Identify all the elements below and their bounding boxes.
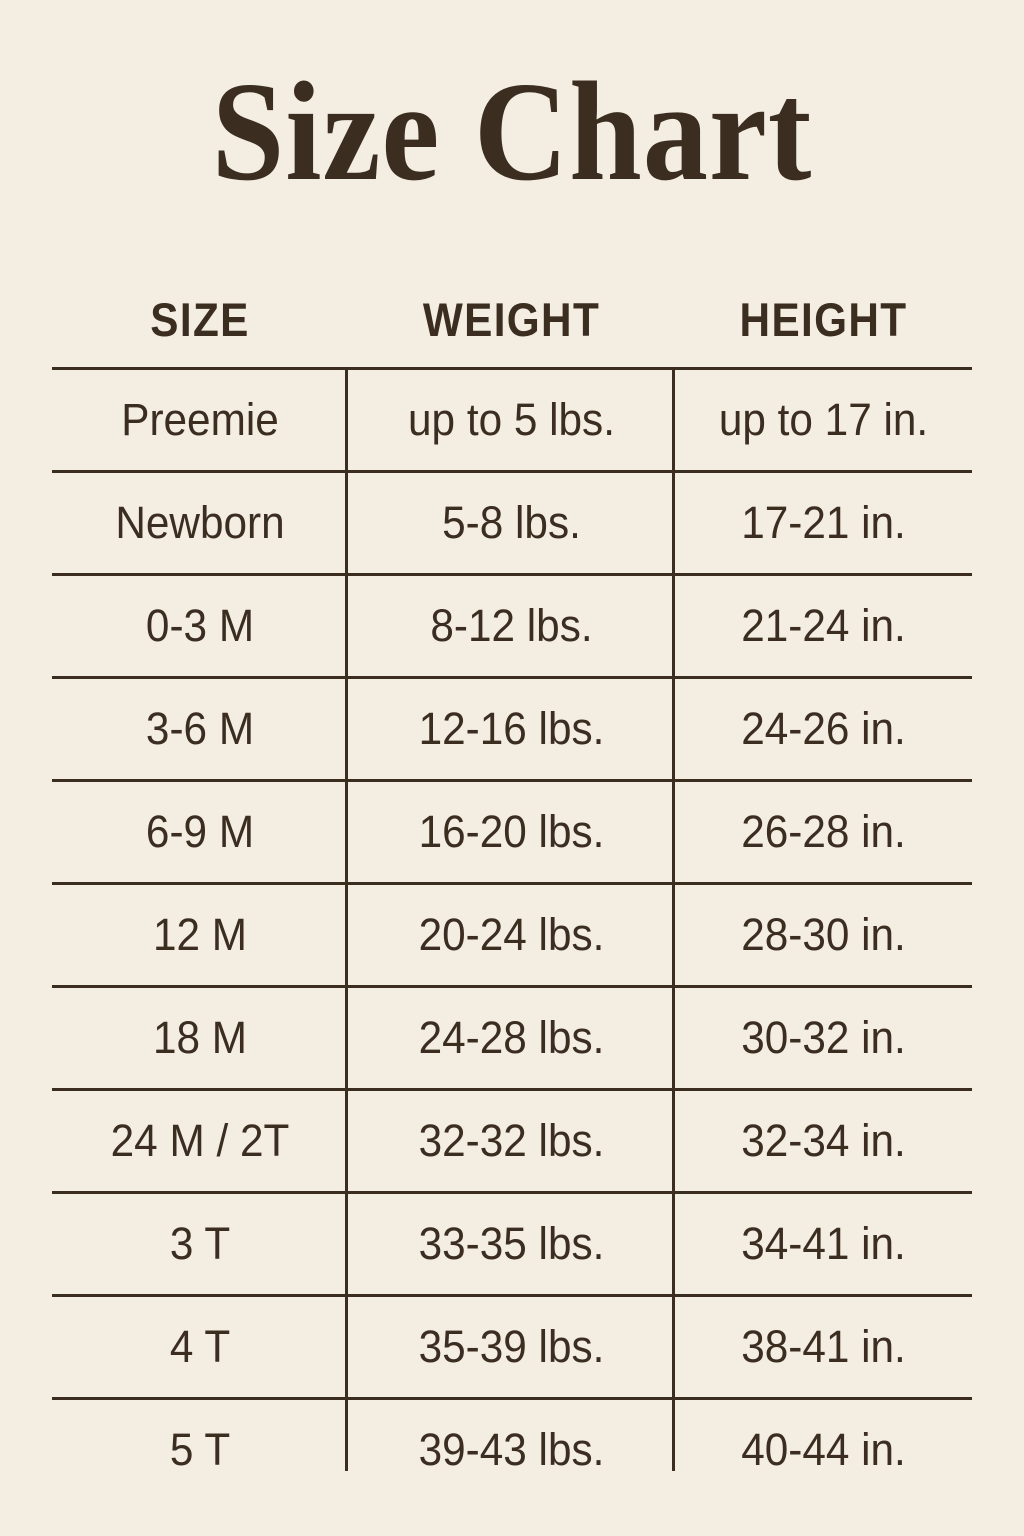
size-chart-table: SIZE WEIGHT HEIGHT Preemie up to 5 lbs. … [52,272,972,1500]
table-row: 3-6 M 12-16 lbs. 24-26 in. [52,679,972,782]
table-row: 4 T 35-39 lbs. 38-41 in. [52,1297,972,1400]
cell-height: 34-41 in. [741,1218,906,1269]
cell-weight: 33-35 lbs. [418,1218,605,1269]
cell-weight: 39-43 lbs. [418,1424,605,1475]
column-divider-2 [672,370,675,1471]
table-row: 3 T 33-35 lbs. 34-41 in. [52,1194,972,1297]
cell-size: 12 M [152,909,248,960]
cell-weight: 12-16 lbs. [418,703,605,754]
page-title: Size Chart [211,52,813,210]
cell-weight: 8-12 lbs. [430,600,593,651]
table-row: 0-3 M 8-12 lbs. 21-24 in. [52,576,972,679]
cell-weight: up to 5 lbs. [408,394,615,445]
column-header-size: SIZE [150,292,250,346]
column-divider-1 [345,370,348,1471]
cell-height: 30-32 in. [741,1012,906,1063]
table-body: Preemie up to 5 lbs. up to 17 in. Newbor… [52,367,972,1500]
cell-height: 40-44 in. [741,1424,906,1475]
table-row: 18 M 24-28 lbs. 30-32 in. [52,988,972,1091]
cell-size: 4 T [169,1321,231,1372]
cell-weight: 5-8 lbs. [442,497,581,548]
cell-weight: 16-20 lbs. [418,806,605,857]
cell-size: 5 T [169,1424,231,1475]
table-row: 6-9 M 16-20 lbs. 26-28 in. [52,782,972,885]
cell-height: up to 17 in. [718,394,929,445]
cell-weight: 20-24 lbs. [418,909,605,960]
cell-height: 32-34 in. [741,1115,906,1166]
cell-weight: 24-28 lbs. [418,1012,605,1063]
cell-weight: 32-32 lbs. [418,1115,605,1166]
cell-height: 28-30 in. [741,909,906,960]
cell-height: 26-28 in. [741,806,906,857]
cell-height: 38-41 in. [741,1321,906,1372]
table-row: Preemie up to 5 lbs. up to 17 in. [52,370,972,473]
cell-size: 0-3 M [145,600,255,651]
table-row: Newborn 5-8 lbs. 17-21 in. [52,473,972,576]
cell-size: 24 M / 2T [110,1115,290,1166]
cell-weight: 35-39 lbs. [418,1321,605,1372]
cell-size: 18 M [152,1012,248,1063]
cell-height: 17-21 in. [741,497,906,548]
cell-size: Newborn [115,497,285,548]
cell-size: 3-6 M [145,703,255,754]
column-header-height: HEIGHT [739,292,908,346]
table-row: 12 M 20-24 lbs. 28-30 in. [52,885,972,988]
column-header-weight: WEIGHT [422,292,601,346]
table-row: 5 T 39-43 lbs. 40-44 in. [52,1400,972,1500]
table-header-row: SIZE WEIGHT HEIGHT [52,272,972,367]
cell-height: 21-24 in. [741,600,906,651]
table-row: 24 M / 2T 32-32 lbs. 32-34 in. [52,1091,972,1194]
cell-height: 24-26 in. [741,703,906,754]
cell-size: 3 T [169,1218,231,1269]
cell-size: 6-9 M [145,806,255,857]
cell-size: Preemie [121,394,279,445]
